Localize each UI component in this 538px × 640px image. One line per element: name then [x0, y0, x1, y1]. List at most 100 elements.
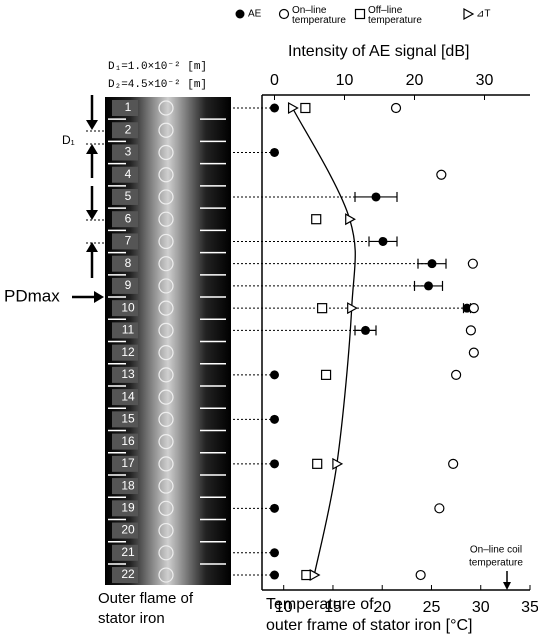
dt-point	[332, 457, 344, 470]
slot-label: 7	[125, 234, 132, 248]
legend-item: AE	[235, 9, 262, 20]
x-tick-label: 25	[423, 599, 441, 616]
dt-point	[347, 302, 358, 315]
slot-label: 2	[125, 122, 132, 136]
slot-box	[112, 322, 138, 339]
slot-hole	[158, 522, 174, 539]
offline-point	[317, 303, 328, 314]
slot-label: 20	[121, 523, 135, 537]
online-point	[415, 569, 426, 581]
x-tick-label: 15	[324, 599, 342, 616]
x-tick-label: 35	[521, 599, 538, 616]
slot-label: 19	[121, 500, 135, 514]
x-tick-label: 30	[472, 599, 490, 616]
x2-tick-label: 30	[476, 72, 494, 89]
series	[390, 102, 479, 581]
legend-label-line: temperature	[368, 15, 422, 26]
online-point	[448, 458, 459, 469]
slot-hole	[158, 100, 174, 116]
d2-note: D₂=4.5×10⁻² [m]	[108, 79, 207, 91]
ae-point	[361, 325, 370, 335]
slot-hole	[158, 211, 174, 227]
ae-point	[378, 236, 388, 246]
d1-note: D₁=1.0×10⁻² [m]	[108, 61, 207, 73]
slot-label: 22	[121, 567, 135, 581]
legend-label: On–line temperature	[292, 5, 346, 26]
slot-box	[112, 211, 138, 228]
plot-frame	[261, 94, 530, 591]
slot-label: 10	[121, 300, 135, 314]
slot-hole	[158, 411, 174, 427]
x-axis-label: outer frame of stator iron [°C]	[266, 617, 472, 634]
offline-point	[354, 8, 366, 20]
slot-box	[112, 500, 138, 517]
slot-hole	[158, 233, 174, 250]
ae-point	[427, 259, 437, 269]
slot-box	[112, 188, 138, 205]
slot-box	[112, 567, 138, 584]
slot-hole	[158, 567, 174, 583]
slot-box	[112, 344, 138, 361]
offline-point	[311, 214, 322, 225]
series	[300, 102, 332, 581]
x-tick-label: 10	[275, 599, 293, 616]
online-point	[468, 303, 479, 314]
slot-box	[112, 411, 138, 428]
slot-label: 6	[125, 211, 132, 225]
slot-box	[112, 389, 138, 406]
slot-label: 4	[125, 167, 132, 181]
ae-point	[270, 503, 279, 513]
slot-hole	[158, 322, 174, 338]
x-tick-label: 20	[373, 599, 391, 616]
dt-point	[345, 213, 356, 226]
slot-box	[112, 478, 138, 495]
coil-note: temperature	[469, 558, 523, 569]
slot-box	[112, 100, 138, 116]
slot-label: 8	[125, 256, 132, 270]
legend-label-line: temperature	[292, 15, 346, 26]
slot-box	[112, 366, 138, 383]
slot-box	[112, 544, 138, 561]
dt-point	[287, 101, 299, 115]
slot-box	[112, 522, 138, 539]
legend-label-line: On–line	[292, 5, 327, 16]
slot-label: 1	[125, 100, 132, 114]
coil-arrow	[503, 571, 511, 590]
slot-hole	[158, 434, 174, 450]
ae-point	[270, 570, 279, 580]
legend-label: Off–line temperature	[368, 5, 422, 26]
offline-point	[300, 102, 311, 114]
online-point	[390, 102, 402, 114]
slot-label: 12	[121, 345, 135, 359]
slot-label: 5	[125, 189, 132, 203]
slot-hole	[158, 167, 174, 183]
x2-tick-label: 10	[336, 72, 354, 89]
legend-label: ⊿T	[476, 9, 491, 20]
legend-item: ⊿T	[463, 7, 491, 21]
d1-arrows	[72, 95, 104, 303]
online-point	[278, 8, 290, 20]
legend-item: Off–line temperature	[354, 5, 422, 26]
slot-hole	[158, 478, 174, 494]
slot-hole	[158, 367, 174, 383]
ae-point	[270, 103, 279, 113]
online-point	[436, 169, 447, 180]
slot-box	[112, 233, 138, 250]
offline-point	[301, 569, 312, 581]
slot-box	[112, 122, 138, 139]
legend-label-line: Off–line	[368, 5, 403, 16]
slot-hole	[158, 500, 174, 516]
offline-point	[312, 458, 323, 469]
slot-box	[112, 144, 138, 161]
strip-caption: Outer flame of	[98, 590, 194, 607]
d1-label: D₁	[62, 133, 75, 147]
series	[233, 103, 472, 580]
slot-label: 16	[121, 434, 135, 448]
ae-point	[270, 370, 279, 380]
d-guides	[86, 130, 105, 244]
slot-box	[112, 255, 138, 272]
slot-hole	[158, 256, 174, 272]
x2-tick-label: 0	[270, 72, 279, 89]
slot-label: 15	[121, 412, 135, 426]
slot-hole	[158, 144, 174, 161]
